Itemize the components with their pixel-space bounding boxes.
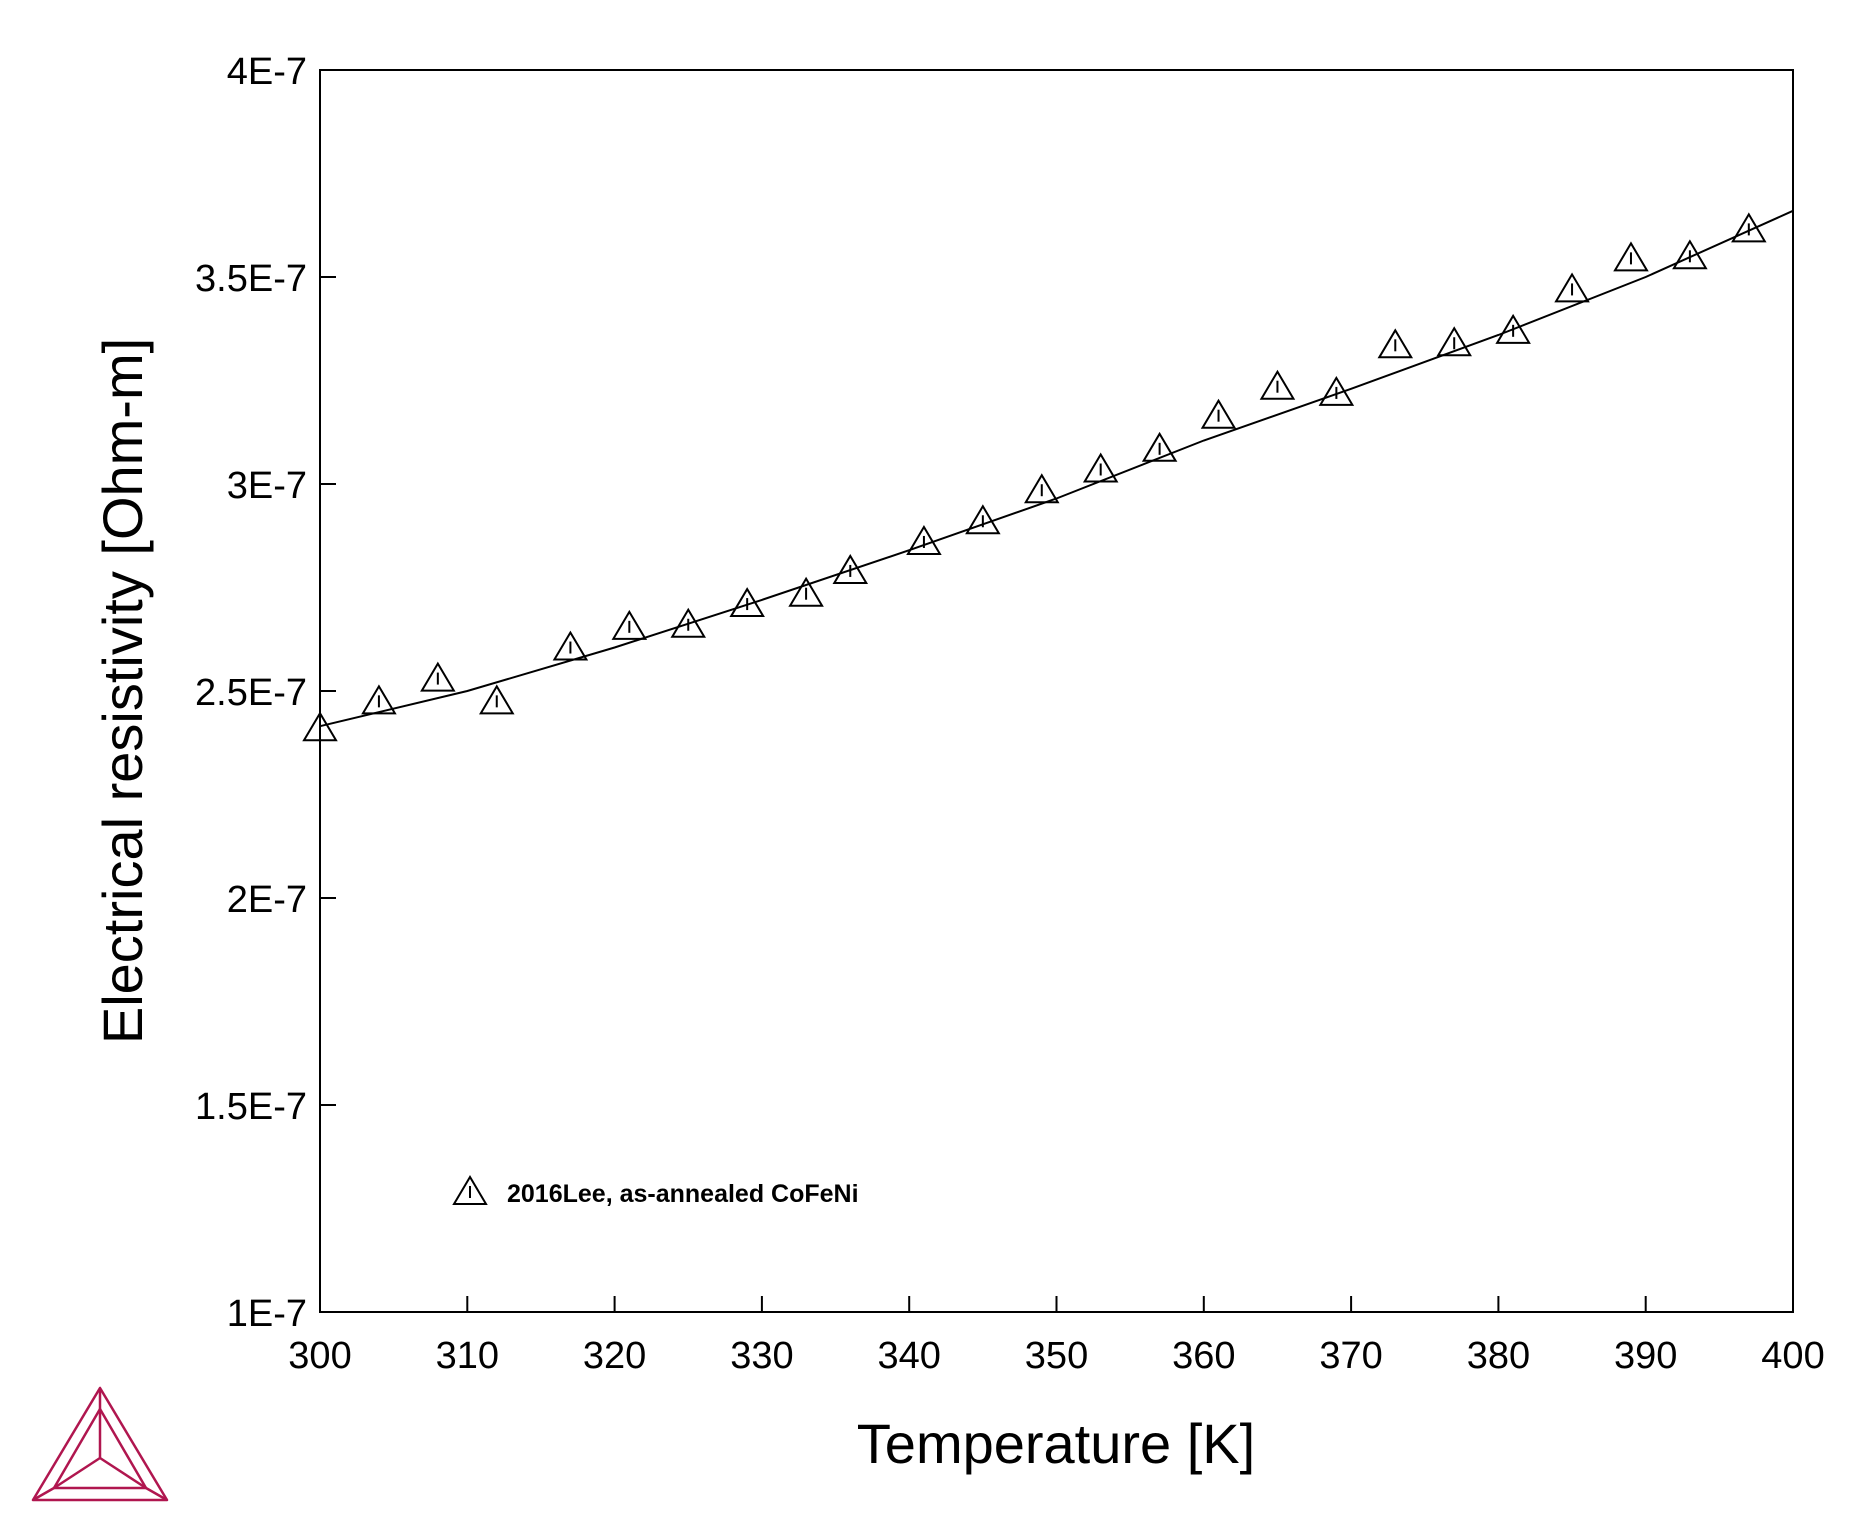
x-axis-title: Temperature [K]	[857, 1412, 1255, 1475]
y-tick-label: 3.5E-7	[195, 258, 307, 300]
data-point	[729, 587, 765, 618]
data-point	[479, 684, 515, 715]
data-point	[788, 576, 824, 607]
x-tick-label: 400	[1761, 1335, 1824, 1377]
data-point	[552, 630, 589, 661]
legend-label: 2016Lee, as-annealed CoFeNi	[507, 1180, 859, 1208]
data-point	[1141, 431, 1178, 462]
x-tick-label: 390	[1614, 1335, 1677, 1377]
legend-marker-triangle-icon	[452, 1175, 488, 1205]
data-point	[1259, 369, 1296, 400]
y-axis-title: Electrical resistivity [Ohm-m]	[91, 338, 154, 1044]
y-tick-label: 3E-7	[227, 465, 307, 507]
data-point	[1554, 272, 1590, 303]
x-tick-label: 360	[1172, 1335, 1235, 1377]
data-point	[361, 684, 397, 715]
data-point	[965, 504, 1001, 535]
data-point	[1024, 473, 1060, 504]
x-tick-label: 300	[288, 1335, 351, 1377]
data-point	[1672, 239, 1708, 270]
x-tick-label: 340	[877, 1335, 940, 1377]
plot-area	[302, 209, 1794, 742]
legend: 2016Lee, as-annealed CoFeNi	[452, 1175, 859, 1208]
data-point	[1318, 375, 1355, 406]
data-point	[1731, 212, 1767, 243]
x-axis: 300 310 320 330 340 350 360 370 380 390 400	[288, 1296, 1825, 1377]
data-point	[906, 524, 942, 555]
x-tick-label: 380	[1467, 1335, 1530, 1377]
data-point	[1082, 452, 1119, 483]
data-point	[611, 609, 648, 640]
data-point	[302, 711, 338, 742]
data-point	[1200, 398, 1237, 429]
x-tick-label: 330	[730, 1335, 793, 1377]
y-axis: 1E-7 1.5E-7 2E-7 2.5E-7 3E-7 3.5E-7 4E-7	[195, 51, 336, 1335]
x-tick-label: 350	[1025, 1335, 1088, 1377]
data-point	[670, 607, 707, 638]
data-point	[1377, 328, 1414, 359]
data-point	[1495, 313, 1531, 344]
legend-triangle-icon	[452, 1175, 488, 1205]
y-tick-label: 2.5E-7	[195, 672, 307, 714]
y-tick-label: 1.5E-7	[195, 1086, 307, 1128]
plot-frame	[319, 69, 1794, 1313]
data-point	[832, 553, 869, 584]
x-tick-label: 370	[1319, 1335, 1382, 1377]
thermo-calc-triangle-logo-icon	[31, 1386, 169, 1502]
data-point	[1613, 241, 1649, 272]
y-tick-label: 2E-7	[227, 879, 307, 921]
data-point	[420, 661, 456, 692]
x-tick-label: 320	[583, 1335, 646, 1377]
y-tick-label: 1E-7	[227, 1293, 307, 1335]
x-tick-label: 310	[436, 1335, 499, 1377]
data-point	[1436, 326, 1472, 357]
y-tick-label: 4E-7	[227, 51, 307, 93]
